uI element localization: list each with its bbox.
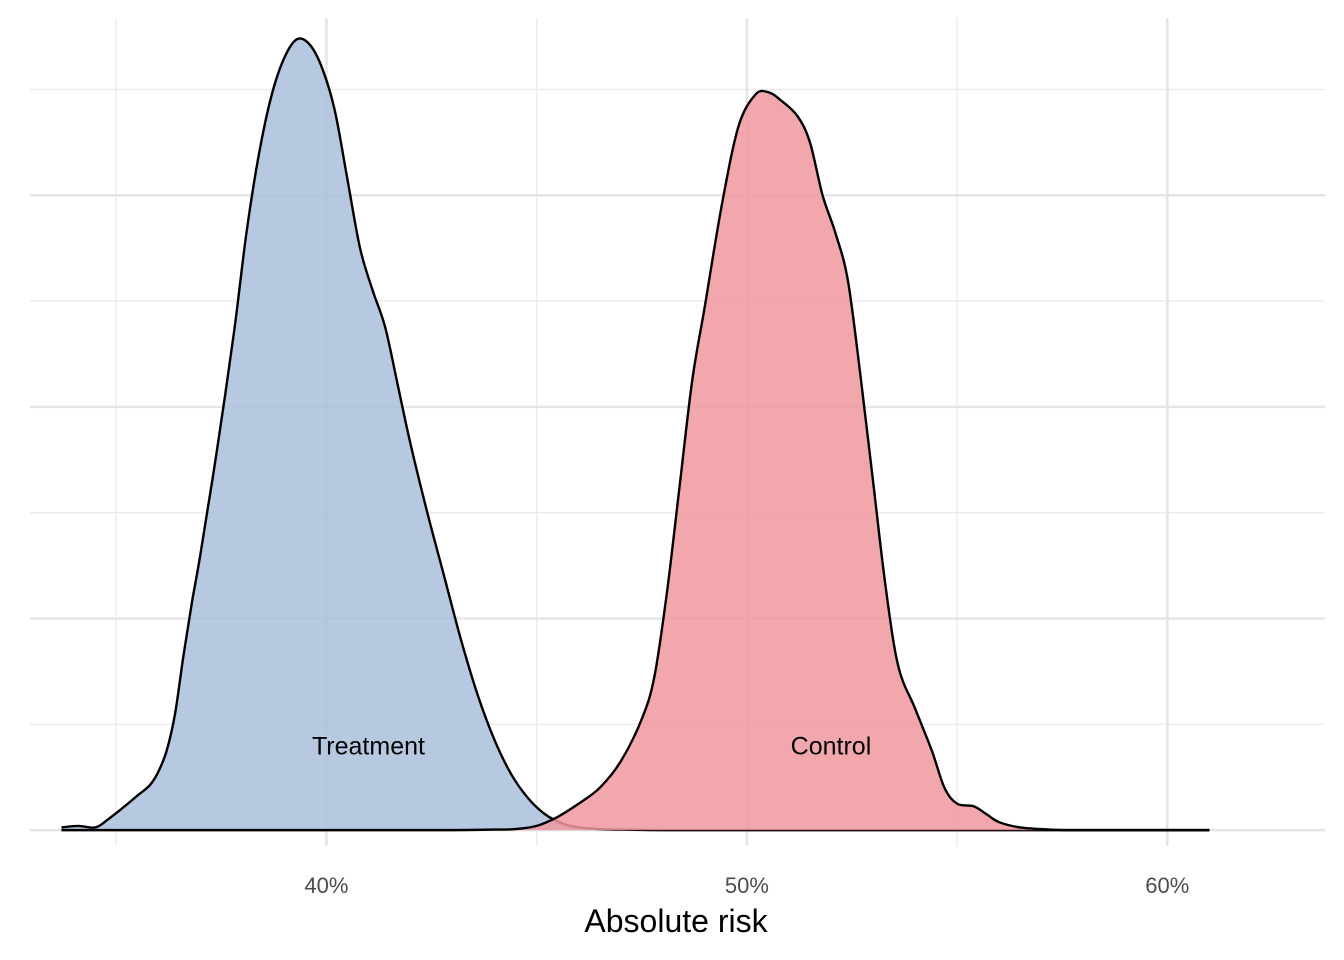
x-axis-title: Absolute risk — [584, 903, 768, 939]
x-tick-label-1: 50% — [725, 873, 769, 898]
x-tick-label-0: 40% — [304, 873, 348, 898]
x-tick-label-2: 60% — [1145, 873, 1189, 898]
control-label: Control — [791, 732, 872, 760]
series-labels: Treatment Control — [312, 732, 871, 760]
treatment-density-fill — [61, 38, 1210, 831]
x-axis-ticks: 40% 50% 60% — [304, 873, 1189, 898]
treatment-label: Treatment — [312, 732, 425, 760]
density-areas — [61, 37, 1210, 832]
control-density-outline — [61, 89, 1210, 832]
